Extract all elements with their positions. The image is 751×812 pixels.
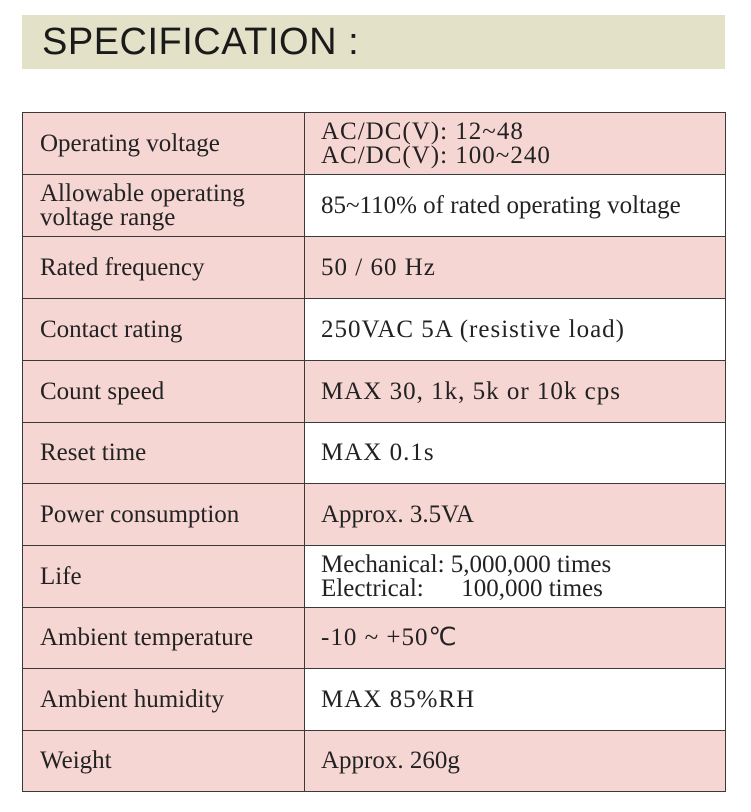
spec-label: Allowable operating voltage range (22, 174, 305, 237)
spec-label: Count speed (22, 360, 305, 423)
spec-row-weight: Weight Approx. 260g (22, 730, 726, 792)
spec-value: MAX 30, 1k, 5k or 10k cps (304, 360, 726, 423)
spec-value: Mechanical: 5,000,000 times Electrical: … (304, 545, 726, 608)
spec-value: 250VAC 5A (resistive load) (304, 298, 726, 361)
spec-value-line: MAX 85%RH (321, 685, 476, 713)
specification-header-band (22, 15, 725, 69)
specification-table: Operating voltage AC/DC(V): 12~48 AC/DC(… (22, 112, 726, 792)
spec-value: 85~110% of rated operating voltage (304, 174, 726, 237)
spec-value: Approx. 3.5VA (304, 483, 726, 546)
spec-label: Power consumption (22, 483, 305, 546)
spec-value-line: Electrical: 100,000 times (321, 574, 603, 602)
spec-value-line: MAX 30, 1k, 5k or 10k cps (321, 377, 621, 405)
spec-value-line: AC/DC(V): 12~48 (321, 117, 524, 145)
spec-value-line: Mechanical: 5,000,000 times (321, 550, 612, 578)
spec-row-contact-rating: Contact rating 250VAC 5A (resistive load… (22, 298, 726, 361)
spec-row-allowable-voltage-range: Allowable operating voltage range 85~110… (22, 174, 726, 237)
spec-value-line: 50 / 60 Hz (321, 253, 436, 281)
spec-label-line: voltage range (40, 203, 176, 231)
spec-row-life: Life Mechanical: 5,000,000 times Electri… (22, 545, 726, 608)
spec-value: -10 ~ +50℃ (304, 607, 726, 669)
spec-row-power-consumption: Power consumption Approx. 3.5VA (22, 483, 726, 546)
spec-value-line: 85~110% of rated operating voltage (321, 191, 681, 219)
spec-label: Ambient humidity (22, 668, 305, 731)
spec-value-line: Approx. 3.5VA (321, 500, 475, 528)
spec-row-ambient-temperature: Ambient temperature -10 ~ +50℃ (22, 607, 726, 669)
spec-value: 50 / 60 Hz (304, 236, 726, 299)
spec-value: MAX 85%RH (304, 668, 726, 731)
page-title: SPECIFICATION : (42, 21, 360, 63)
spec-label: Weight (22, 730, 305, 792)
spec-row-operating-voltage: Operating voltage AC/DC(V): 12~48 AC/DC(… (22, 112, 726, 175)
spec-label: Contact rating (22, 298, 305, 361)
spec-value-line: MAX 0.1s (321, 439, 435, 466)
spec-value: Approx. 260g (304, 730, 726, 792)
spec-value: MAX 0.1s (304, 422, 726, 484)
spec-row-reset-time: Reset time MAX 0.1s (22, 422, 726, 484)
spec-value: AC/DC(V): 12~48 AC/DC(V): 100~240 (304, 112, 726, 175)
spec-label: Operating voltage (22, 112, 305, 175)
spec-value-line: 250VAC 5A (resistive load) (321, 315, 625, 343)
spec-row-ambient-humidity: Ambient humidity MAX 85%RH (22, 668, 726, 731)
spec-label: Reset time (22, 422, 305, 484)
spec-row-count-speed: Count speed MAX 30, 1k, 5k or 10k cps (22, 360, 726, 423)
spec-label-line: Allowable operating (40, 179, 245, 207)
spec-value-line: Approx. 260g (321, 747, 460, 774)
spec-row-rated-frequency: Rated frequency 50 / 60 Hz (22, 236, 726, 299)
spec-value-line: -10 ~ +50℃ (321, 624, 458, 651)
spec-label: Life (22, 545, 305, 608)
spec-value-line: AC/DC(V): 100~240 (321, 141, 551, 169)
spec-label: Ambient temperature (22, 607, 305, 669)
spec-label: Rated frequency (22, 236, 305, 299)
